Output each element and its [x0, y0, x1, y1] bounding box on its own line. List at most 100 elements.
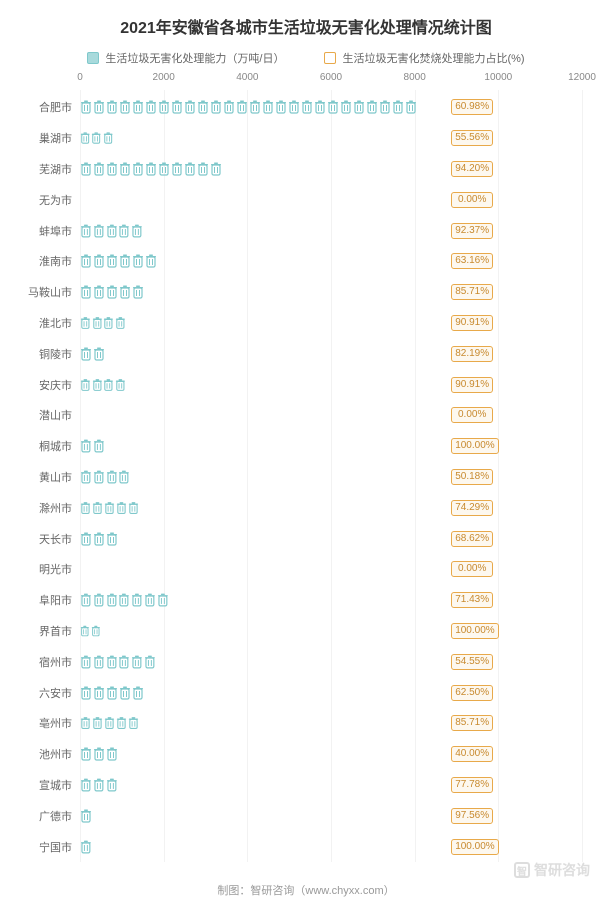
bar-area: 71.43%: [80, 585, 592, 616]
trash-can-icon: [93, 593, 105, 607]
trash-can-icon: [158, 100, 170, 114]
table-row: 宿州市54.55%: [20, 646, 592, 677]
table-row: 天长市 68.62%: [20, 523, 592, 554]
table-row: 六安市62.50%: [20, 677, 592, 708]
city-label: 池州市: [20, 746, 80, 762]
legend-item-pct: 生活垃圾无害化焚烧处理能力占比(%): [324, 50, 524, 66]
table-row: 亳州市85.71%: [20, 708, 592, 739]
pct-badge: 74.29%: [451, 500, 493, 516]
bar-area: 0.00%: [80, 184, 592, 215]
trash-can-icon: [80, 840, 92, 854]
trash-can-icon: [80, 716, 91, 730]
trash-can-icon: [80, 593, 92, 607]
trash-can-icon: [288, 100, 300, 114]
table-row: 无为市0.00%: [20, 184, 592, 215]
city-label: 安庆市: [20, 377, 80, 393]
capacity-bar: [80, 655, 157, 669]
capacity-bar: [80, 840, 93, 854]
capacity-bar: [80, 532, 123, 546]
trash-can-icon: [115, 316, 126, 330]
trash-can-icon: [405, 100, 417, 114]
trash-can-icon: [106, 162, 118, 176]
trash-can-icon: [118, 224, 130, 238]
trash-can-icon: [353, 100, 365, 114]
trash-can-icon: [106, 655, 118, 669]
table-row: 宁国市100.00%: [20, 831, 592, 862]
trash-can-icon: [131, 655, 143, 669]
city-label: 明光市: [20, 561, 80, 577]
capacity-bar: [80, 378, 127, 392]
capacity-swatch-icon: [87, 52, 99, 64]
bar-area: 74.29%: [80, 492, 592, 523]
trash-can-icon: [379, 100, 391, 114]
table-row: 安庆市90.91%: [20, 369, 592, 400]
pct-badge: 97.56%: [451, 808, 493, 824]
trash-can-icon: [132, 285, 144, 299]
city-label: 宿州市: [20, 654, 80, 670]
pct-badge: 90.91%: [451, 315, 493, 331]
pct-badge: 77.78%: [451, 777, 493, 793]
trash-can-icon: [115, 378, 126, 392]
pct-badge: 62.50%: [451, 685, 493, 701]
trash-can-icon: [158, 162, 170, 176]
trash-can-icon: [118, 655, 130, 669]
table-row: 淮北市90.91%: [20, 308, 592, 339]
trash-can-icon: [106, 470, 118, 484]
trash-can-icon: [171, 162, 183, 176]
capacity-bar: [80, 316, 127, 330]
trash-can-icon: [118, 593, 130, 607]
trash-can-icon: [93, 254, 105, 268]
trash-can-icon: [93, 347, 105, 361]
bar-area: 97.56%: [80, 800, 592, 831]
trash-can-icon: [93, 686, 105, 700]
trash-can-icon: [197, 100, 209, 114]
trash-can-icon: [118, 470, 130, 484]
bar-area: 62.50%: [80, 677, 592, 708]
trash-can-icon: [132, 686, 144, 700]
trash-can-icon: [157, 593, 169, 607]
city-label: 淮南市: [20, 253, 80, 269]
city-label: 阜阳市: [20, 592, 80, 608]
trash-can-icon: [103, 131, 113, 145]
bar-area: 90.91%: [80, 308, 592, 339]
bar-area: 100.00%: [80, 431, 592, 462]
trash-can-icon: [327, 100, 339, 114]
trash-can-icon: [106, 224, 118, 238]
trash-can-icon: [80, 224, 92, 238]
trash-can-icon: [93, 655, 105, 669]
bar-area: 100.00%: [80, 831, 592, 862]
city-label: 天长市: [20, 531, 80, 547]
trash-can-icon: [119, 285, 131, 299]
pct-badge: 68.62%: [451, 531, 493, 547]
trash-can-icon: [93, 747, 105, 761]
trash-can-icon: [314, 100, 326, 114]
capacity-bar: [80, 624, 101, 638]
pct-badge: 92.37%: [451, 223, 493, 239]
capacity-bar: [80, 347, 110, 361]
table-row: 池州市40.00%: [20, 739, 592, 770]
trash-can-icon: [91, 131, 101, 145]
trash-can-icon: [103, 378, 114, 392]
table-row: 界首市100.00%: [20, 616, 592, 647]
trash-can-icon: [80, 778, 92, 792]
table-row: 阜阳市71.43%: [20, 585, 592, 616]
trash-can-icon: [80, 809, 92, 823]
trash-can-icon: [236, 100, 248, 114]
trash-can-icon: [366, 100, 378, 114]
trash-can-icon: [104, 501, 115, 515]
legend: 生活垃圾无害化处理能力（万吨/日） 生活垃圾无害化焚烧处理能力占比(%): [0, 46, 612, 72]
trash-can-icon: [93, 532, 105, 546]
trash-can-icon: [223, 100, 235, 114]
chart-area: 020004000600080001000012000 合肥市60.98%巢湖市…: [20, 72, 592, 862]
pct-badge: 82.19%: [451, 346, 493, 362]
city-label: 合肥市: [20, 99, 80, 115]
city-label: 黄山市: [20, 469, 80, 485]
trash-can-icon: [171, 100, 183, 114]
bar-area: 90.91%: [80, 369, 592, 400]
capacity-bar: [80, 501, 140, 515]
legend-item-capacity: 生活垃圾无害化处理能力（万吨/日）: [87, 50, 284, 66]
bar-area: 82.19%: [80, 338, 592, 369]
trash-can-icon: [119, 254, 131, 268]
bar-area: 54.55%: [80, 646, 592, 677]
trash-can-icon: [80, 686, 92, 700]
